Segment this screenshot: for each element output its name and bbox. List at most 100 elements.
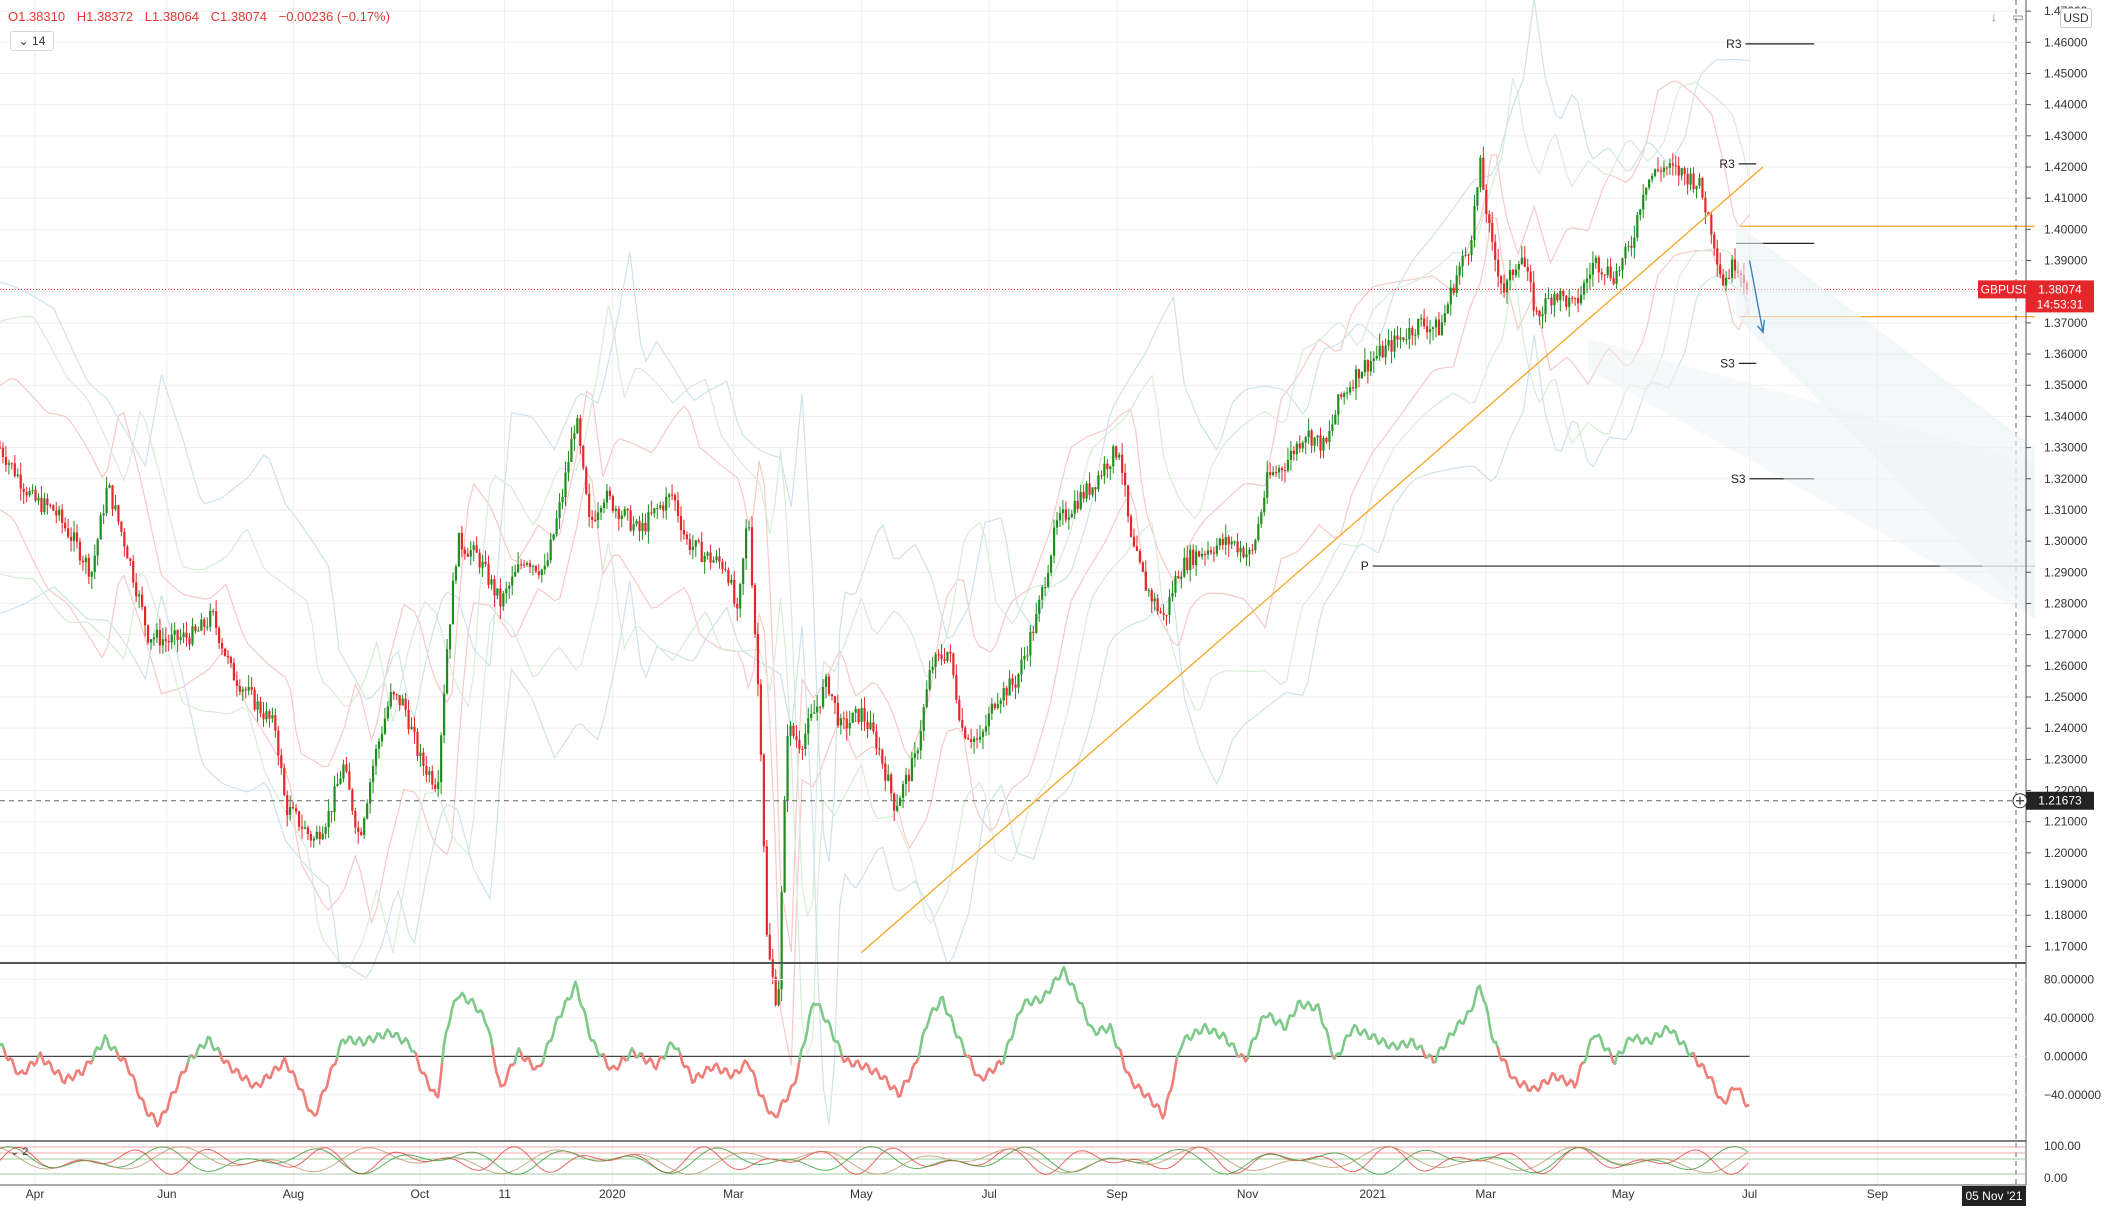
candle-body: [1571, 297, 1574, 299]
candle-body: [1026, 655, 1029, 657]
price-grid: [0, 0, 2026, 1185]
candle-body: [215, 611, 218, 628]
candle-body: [1683, 168, 1686, 174]
candle-body: [129, 558, 132, 561]
candle-body: [1402, 337, 1405, 340]
candle-body: [1452, 287, 1455, 293]
candle-body: [611, 496, 614, 512]
candle-body: [1224, 536, 1227, 545]
support-trendline: [860, 166, 1764, 954]
osc-tick-label: 40.00000: [2044, 1011, 2094, 1025]
candle-body: [881, 749, 884, 764]
y-tick-label: 1.39000: [2044, 254, 2088, 268]
candle-body: [1242, 547, 1245, 558]
candle-body: [1428, 328, 1432, 333]
candle-body: [173, 630, 176, 635]
y-tick-label: 1.27000: [2044, 628, 2088, 642]
y-tick-label: 1.19000: [2044, 877, 2088, 891]
arrow-down-icon[interactable]: ↓: [1991, 10, 1997, 24]
arrow-head: [1757, 319, 1766, 334]
osc-line: [438, 1060, 444, 1084]
candle-body: [1307, 430, 1310, 438]
candle-body: [1719, 264, 1722, 275]
candle-body: [910, 757, 914, 782]
candle-body: [676, 500, 680, 517]
candle-body: [928, 670, 931, 690]
candle-body: [836, 702, 839, 726]
currency-badge[interactable]: USD: [2060, 8, 2092, 28]
candle-body: [1212, 552, 1216, 554]
candle-body: [1005, 687, 1008, 696]
candle-body: [1568, 297, 1571, 307]
candle-body: [733, 579, 736, 604]
candle-body: [1585, 278, 1589, 283]
interval-selector[interactable]: ⌄ 14: [10, 31, 54, 51]
candle-body: [508, 585, 511, 589]
candle-body: [1695, 185, 1698, 190]
candle-body: [712, 560, 715, 563]
candle-body: [1292, 450, 1295, 455]
osc-line: [1318, 1011, 1324, 1025]
candle-body: [688, 539, 691, 550]
candle-body: [502, 593, 505, 607]
osc-line: [1246, 1048, 1251, 1060]
y-tick-label: 1.31000: [2044, 503, 2088, 517]
candle-body: [10, 463, 13, 465]
candle-body: [1162, 613, 1165, 615]
candle-body: [1144, 571, 1147, 591]
y-tick-label: 1.40000: [2044, 222, 2088, 236]
candle-body: [1627, 246, 1630, 248]
candle-body: [105, 487, 108, 514]
candle-body: [739, 584, 742, 609]
osc-line: [899, 1086, 904, 1098]
candle-body: [481, 561, 484, 568]
candle-body: [1730, 259, 1734, 279]
candle-body: [1135, 546, 1139, 552]
candle-body: [1733, 259, 1737, 271]
osc-line: [1121, 1057, 1126, 1070]
candle-body: [176, 630, 179, 640]
candle-body: [265, 711, 268, 720]
osc-line: [961, 1045, 967, 1056]
candle-body: [1091, 487, 1094, 495]
candle-body: [1591, 262, 1594, 275]
candle-body: [819, 706, 822, 708]
candle-body: [40, 497, 43, 513]
candle-body: [519, 564, 523, 566]
candle-body: [511, 576, 514, 586]
candle-body: [1354, 369, 1358, 389]
candle-body: [1289, 450, 1292, 460]
candle-body: [422, 752, 425, 766]
candle-body: [537, 571, 540, 576]
candle-body: [715, 556, 718, 561]
pivot-levels: R3 R3 S3 S3 P: [0, 0, 2035, 1185]
y-tick-label: 1.42000: [2044, 160, 2088, 174]
candle-body: [277, 730, 280, 756]
osc-line: [489, 1034, 494, 1050]
candle-body: [155, 629, 159, 638]
candle-body: [271, 715, 274, 719]
osc-line: [794, 1072, 799, 1084]
layout-icon[interactable]: ▭: [2012, 10, 2024, 24]
x-tick-label: May: [850, 1187, 873, 1201]
candle-body: [1319, 435, 1322, 451]
candle-body: [306, 827, 310, 834]
osc-line: [828, 1022, 834, 1034]
candle-body: [1132, 536, 1136, 547]
candle-body: [1396, 335, 1399, 340]
osc-line: [1504, 1059, 1510, 1071]
candle-body: [1500, 276, 1503, 284]
candle-body: [638, 520, 641, 532]
candle-body: [964, 727, 967, 739]
osc-line: [325, 1075, 331, 1088]
candle-body: [967, 738, 970, 740]
candle-body: [1461, 255, 1464, 267]
candle-body: [120, 521, 123, 532]
candle-body: [1331, 424, 1334, 431]
candle-body: [505, 588, 508, 594]
candle-body: [1565, 295, 1568, 307]
x-tick-label: 2020: [599, 1187, 626, 1201]
candle-body: [164, 639, 167, 641]
candle-body: [1482, 157, 1485, 190]
